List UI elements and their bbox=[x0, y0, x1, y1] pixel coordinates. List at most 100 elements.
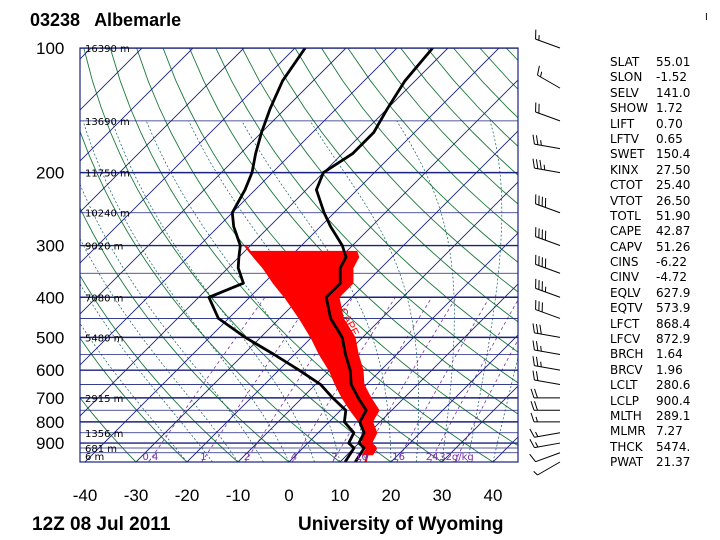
index-row: LFCT 868.4 bbox=[610, 317, 716, 332]
index-key: SLON bbox=[610, 70, 643, 85]
height-label: 1356 m bbox=[85, 429, 123, 440]
wind-barb-half-flag bbox=[543, 164, 546, 170]
height-label: 16390 m bbox=[85, 44, 130, 55]
index-value: 150.4 bbox=[656, 147, 691, 162]
wind-barb-staff bbox=[535, 309, 561, 319]
index-row: LCLT 280.6 bbox=[610, 378, 716, 393]
index-key: THCK bbox=[610, 439, 643, 454]
wind-barb bbox=[532, 340, 561, 356]
wind-barb-flag bbox=[530, 412, 535, 423]
index-key: KINX bbox=[610, 162, 639, 177]
index-key: LFCT bbox=[610, 316, 640, 331]
moist-adiabat-line bbox=[82, 120, 290, 462]
index-row: EQTV 573.9 bbox=[610, 301, 716, 316]
wind-barb-flag bbox=[535, 371, 539, 381]
temperature-tick-label: -20 bbox=[175, 486, 200, 505]
wind-barb-flag bbox=[535, 159, 539, 169]
isotherm-line bbox=[80, 48, 194, 162]
index-key: CAPE bbox=[610, 224, 642, 239]
index-row: CTOT 25.40 bbox=[610, 178, 716, 193]
index-key: CINS bbox=[610, 255, 639, 270]
pressure-tick-label: 600 bbox=[36, 361, 64, 380]
wind-barb-flag bbox=[529, 453, 536, 462]
index-value: 868.4 bbox=[656, 316, 691, 331]
wind-barb bbox=[535, 278, 561, 298]
temperature-tick-label: -30 bbox=[124, 486, 149, 505]
index-row: VTOT 26.50 bbox=[610, 194, 716, 209]
wind-barb bbox=[535, 254, 561, 274]
temperature-tick-label: 20 bbox=[382, 486, 401, 505]
chart-title: 03238 Albemarle bbox=[30, 10, 181, 31]
index-key: MLTH bbox=[610, 408, 642, 423]
index-key: CTOT bbox=[610, 178, 643, 193]
wind-barb bbox=[536, 65, 561, 89]
mixing-ratio-label: 16 bbox=[392, 452, 405, 463]
index-row: TOTL 51.90 bbox=[610, 209, 716, 224]
corner-mark: I bbox=[705, 12, 708, 23]
wind-barb bbox=[535, 194, 561, 214]
index-row: LCLP 900.4 bbox=[610, 394, 716, 409]
mixing-ratio-line bbox=[454, 339, 518, 462]
isotherm-line bbox=[441, 385, 518, 462]
index-key: MLMR bbox=[610, 424, 646, 439]
index-row: LFCV 872.9 bbox=[610, 332, 716, 347]
index-key: SWET bbox=[610, 147, 645, 162]
mixing-ratio-label: 0.4 bbox=[142, 452, 158, 463]
isotherm-line bbox=[390, 334, 518, 462]
index-value: 900.4 bbox=[656, 393, 691, 408]
isotherm-line bbox=[80, 48, 398, 366]
index-value: 1.72 bbox=[656, 101, 683, 116]
index-key: SHOW bbox=[610, 101, 648, 116]
index-value: 55.01 bbox=[656, 55, 691, 69]
pressure-tick-label: 200 bbox=[36, 164, 64, 183]
index-key: LFTV bbox=[610, 131, 639, 146]
temperature-tick-label: 40 bbox=[484, 486, 503, 505]
index-key: EQLV bbox=[610, 285, 641, 300]
index-value: 21.37 bbox=[656, 455, 691, 470]
index-key: SLAT bbox=[610, 55, 640, 69]
index-value: 0.65 bbox=[656, 131, 683, 146]
moist-adiabat-line bbox=[80, 183, 264, 462]
index-row: KINX 27.50 bbox=[610, 163, 716, 178]
index-row: EQLV 627.9 bbox=[610, 286, 716, 301]
index-key: TOTL bbox=[610, 208, 641, 223]
moist-adiabat-line bbox=[188, 120, 366, 462]
index-value: 280.6 bbox=[656, 378, 691, 393]
wind-barb-staff bbox=[534, 432, 561, 438]
index-row: CINS -6.22 bbox=[610, 255, 716, 270]
height-label: 13690 m bbox=[85, 117, 130, 128]
index-value: 573.9 bbox=[656, 301, 691, 316]
moist-adiabat-line bbox=[241, 120, 392, 462]
height-label: 10240 m bbox=[85, 209, 130, 220]
index-value: -6.22 bbox=[656, 255, 688, 270]
temperature-tick-label: -40 bbox=[73, 486, 98, 505]
wind-barb-staff bbox=[534, 332, 561, 338]
mixing-ratio-label: 2 bbox=[244, 452, 250, 463]
wind-barb-flag bbox=[539, 324, 542, 335]
index-row: PWAT 21.37 bbox=[610, 455, 716, 470]
wind-barb-flag bbox=[532, 158, 535, 169]
wind-barb bbox=[530, 401, 560, 411]
index-value: 1.64 bbox=[656, 347, 683, 362]
wind-barb-flag bbox=[539, 159, 542, 170]
temperature-tick-label: 10 bbox=[331, 486, 350, 505]
wind-barb-flag bbox=[534, 388, 538, 399]
wind-barb-flag bbox=[532, 340, 535, 351]
index-row: SWET 150.4 bbox=[610, 147, 716, 162]
index-key: LFCV bbox=[610, 332, 641, 347]
index-value: 7.27 bbox=[656, 424, 683, 439]
index-key: SELV bbox=[610, 85, 639, 100]
index-key: BRCV bbox=[610, 362, 643, 377]
wind-barb-flag bbox=[532, 134, 535, 145]
stability-indices-table: SLAT 55.01 SLON -1.52 SELV 141.0 SHOW 1.72 LIFT 0… bbox=[610, 55, 716, 471]
isotherm-line bbox=[80, 48, 449, 417]
wind-barb-flag bbox=[530, 388, 535, 399]
pressure-tick-label: 300 bbox=[36, 237, 64, 256]
index-value: 0.70 bbox=[656, 116, 683, 131]
index-row: LFTV 0.65 bbox=[610, 132, 716, 147]
moist-adiabat-line bbox=[145, 120, 341, 462]
mixing-ratio-label: 10 bbox=[355, 452, 368, 463]
index-row: THCK 5474. bbox=[610, 440, 716, 455]
index-value: -1.52 bbox=[656, 70, 688, 85]
plot-frame bbox=[79, 47, 519, 463]
